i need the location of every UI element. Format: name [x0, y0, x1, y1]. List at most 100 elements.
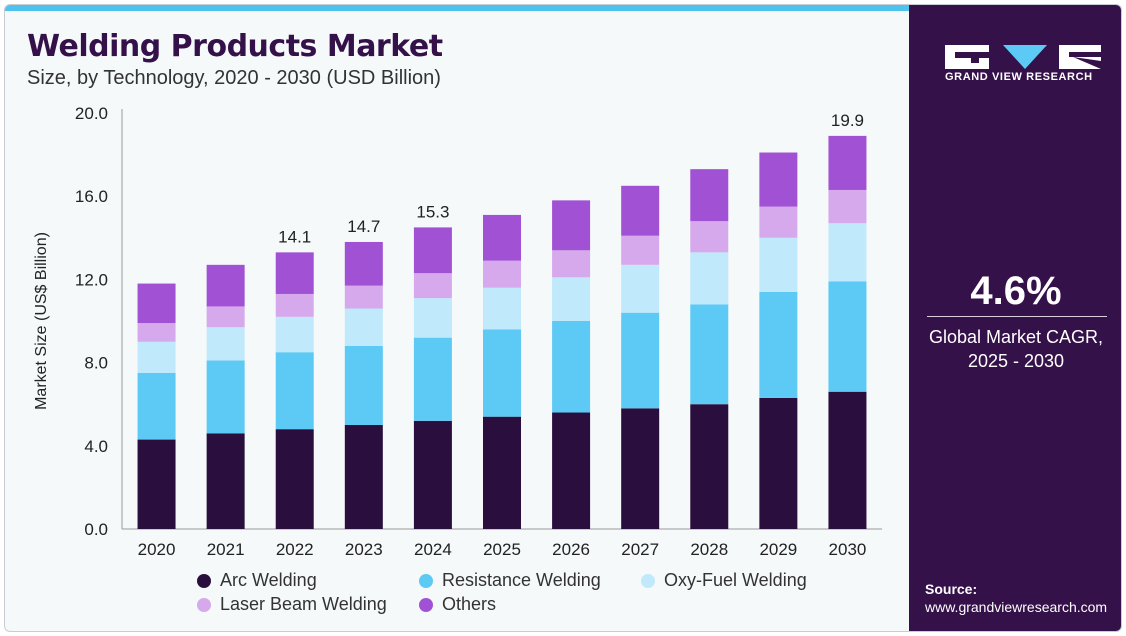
bar-segment — [344, 285, 383, 309]
bar-segment — [828, 189, 867, 224]
bar-segment — [552, 250, 591, 278]
x-tick-label: 2028 — [690, 540, 728, 559]
bar-segment — [206, 327, 245, 361]
bar-segment — [275, 429, 314, 529]
bar-segment — [275, 252, 314, 294]
legend-label: Arc Welding — [220, 570, 317, 590]
bar-segment — [621, 185, 660, 236]
bar-segment — [552, 200, 591, 251]
y-tick-label: 0.0 — [84, 520, 108, 539]
cagr-caption: Global Market CAGR, 2025 - 2030 — [909, 325, 1121, 373]
bar-segment — [828, 281, 867, 392]
source-link[interactable]: www.grandviewresearch.com — [925, 599, 1108, 615]
bar-total-label: 19.9 — [831, 111, 864, 130]
bar-segment — [413, 298, 452, 338]
bar-segment — [759, 206, 798, 238]
bar-segment — [828, 223, 867, 282]
bar-segment — [137, 283, 176, 324]
chart-title: Welding Products Market — [27, 29, 443, 64]
bar-segment — [828, 135, 867, 190]
y-tick-label: 16.0 — [75, 187, 108, 206]
bar-segment — [137, 373, 176, 440]
bar-segment — [759, 237, 798, 292]
x-tick-label: 2030 — [829, 540, 867, 559]
cagr-caption-line1: Global Market CAGR, — [928, 327, 1104, 347]
bar-segment — [344, 425, 383, 529]
bar-segment — [690, 404, 729, 529]
legend-swatch — [197, 597, 211, 612]
stacked-bar-chart: 0.0 4.0 8.0 12.0 16.0 20.0 Market Size (US$ Bi… — [33, 104, 882, 559]
bar-segment — [621, 312, 660, 409]
divider — [927, 316, 1107, 317]
bar-segment — [552, 277, 591, 321]
bar-total-label: 14.1 — [278, 227, 311, 246]
legend-swatch — [419, 597, 433, 612]
bar-segment — [413, 273, 452, 299]
bar-segment — [137, 439, 176, 529]
legend-swatch — [641, 573, 655, 588]
y-axis-label: Market Size (US$ Billion) — [33, 232, 50, 410]
bar-segment — [690, 221, 729, 253]
legend-item: Laser Beam Welding — [197, 594, 387, 615]
gvr-logo-icon — [945, 45, 1101, 69]
y-tick-label: 12.0 — [75, 270, 108, 289]
bar-segment — [413, 337, 452, 421]
legend-item: Arc Welding — [197, 570, 317, 591]
x-tick-label: 2029 — [759, 540, 797, 559]
bar-segment — [483, 416, 521, 529]
bar-segment — [206, 360, 245, 434]
x-tick-label: 2022 — [276, 540, 314, 559]
bar-segment — [483, 287, 521, 330]
legend-item: Others — [419, 594, 496, 615]
bar-segment — [690, 252, 729, 305]
bar-segment — [552, 321, 591, 413]
x-tick-label: 2025 — [483, 540, 521, 559]
legend-label: Resistance Welding — [442, 570, 601, 590]
bar-segment — [137, 341, 176, 373]
legend-swatch — [419, 573, 433, 588]
bar-segment — [483, 260, 521, 288]
x-tick-label: 2020 — [138, 540, 176, 559]
bar-segment — [690, 304, 729, 405]
bar-segment — [137, 323, 176, 342]
sidebar-panel: GRAND VIEW RESEARCH 4.6% Global Market C… — [909, 5, 1121, 631]
bar-segment — [759, 397, 798, 529]
bar-total-label: 14.7 — [347, 217, 380, 236]
bar-segment — [413, 227, 452, 274]
accent-bar — [5, 5, 909, 11]
legend-item: Resistance Welding — [419, 570, 601, 591]
legend-item: Oxy-Fuel Welding — [641, 570, 807, 591]
chart-subtitle: Size, by Technology, 2020 - 2030 (USD Bi… — [27, 67, 441, 89]
y-tick-label: 20.0 — [75, 104, 108, 123]
bar-segment — [552, 412, 591, 529]
x-tick-label: 2027 — [621, 540, 659, 559]
bar-segment — [690, 169, 729, 222]
y-tick-label: 4.0 — [84, 437, 108, 456]
bar-segment — [206, 306, 245, 328]
bar-segment — [483, 214, 521, 261]
bar-segment — [344, 241, 383, 286]
bar-segment — [206, 264, 245, 307]
bar-segment — [275, 352, 314, 430]
bar-segment — [759, 152, 798, 207]
bar-segment — [275, 293, 314, 317]
bar-total-label: 15.3 — [416, 202, 449, 221]
x-tick-label: 2024 — [414, 540, 452, 559]
x-tick-label: 2026 — [552, 540, 590, 559]
bar-segment — [344, 345, 383, 425]
legend-label: Laser Beam Welding — [220, 594, 387, 614]
bar-segment — [483, 329, 521, 417]
bar-segment — [621, 264, 660, 313]
bar-segment — [621, 235, 660, 265]
bar-segment — [344, 308, 383, 346]
bar-segment — [621, 408, 660, 529]
bar-segment — [828, 391, 867, 529]
legend-label: Oxy-Fuel Welding — [664, 570, 807, 590]
bar-segment — [759, 291, 798, 398]
y-tick-label: 8.0 — [84, 354, 108, 373]
source-label: Source: — [925, 581, 978, 597]
x-tick-label: 2021 — [207, 540, 245, 559]
bar-segment — [275, 316, 314, 353]
bar-segment — [413, 420, 452, 529]
cagr-caption-line2: 2025 - 2030 — [967, 351, 1065, 371]
